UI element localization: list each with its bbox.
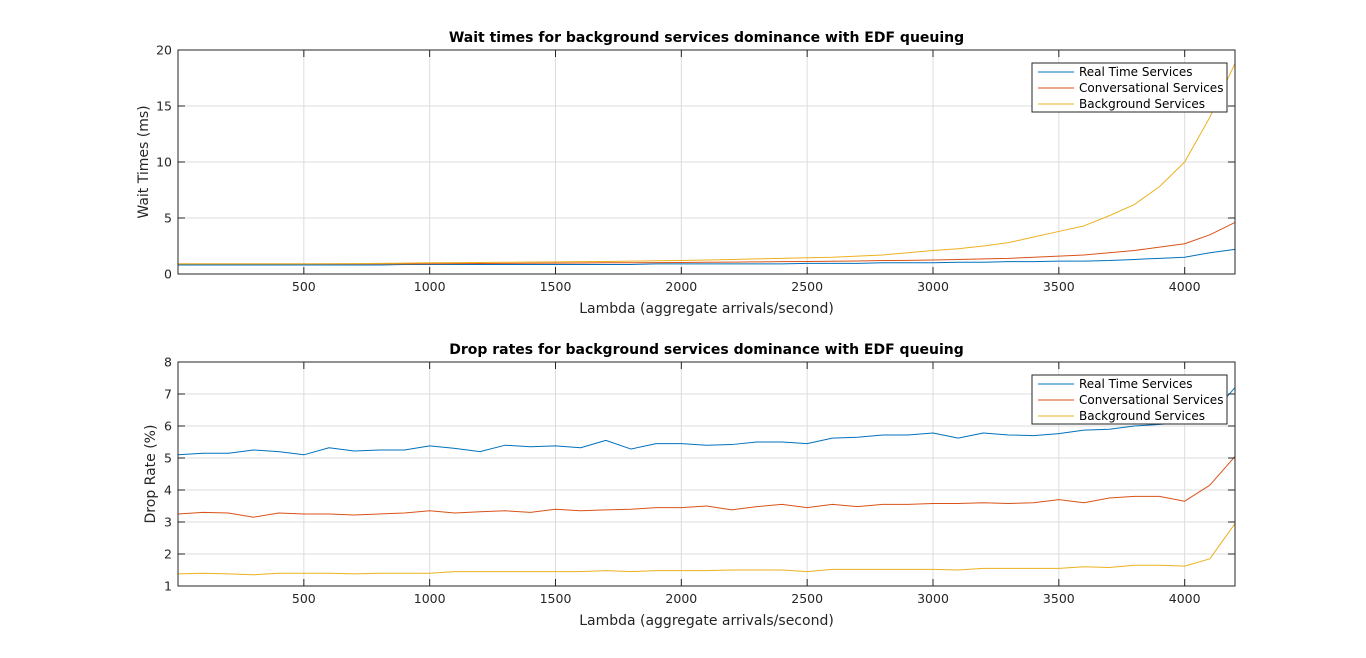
wait-times-title: Wait times for background services domin… [449,30,964,46]
drop-rates-legend-label-background: Background Services [1079,409,1205,423]
wait-times-ticks: 500 1000 1500 2000 2500 3000 3500 4000 0 5 10 15 20 [156,43,1235,294]
drop-rates-legend: Real Time Services Conversational Servic… [1031,374,1228,425]
wait-times-legend-label-real-time: Real Time Services [1079,65,1192,79]
wait-times-legend-label-conversational: Conversational Services [1079,81,1223,95]
wait-times-ytick-label-20: 20 [156,43,172,58]
drop-rates-xtick-label-3500: 3500 [1043,591,1075,606]
wait-times-ytick-label-5: 5 [164,211,172,226]
drop-rates-ytick-label-1: 1 [164,579,172,594]
drop-rates-xtick-label-4000: 4000 [1169,591,1201,606]
drop-rates-legend-label-real-time: Real Time Services [1079,377,1192,391]
drop-rates-xlabel: Lambda (aggregate arrivals/second) [579,613,834,629]
wait-times-ytick-label-15: 15 [156,99,172,114]
drop-rates-xtick-label-2000: 2000 [665,591,697,606]
drop-rates-ytick-label-6: 6 [164,419,172,434]
drop-rates-ytick-label-4: 4 [164,483,172,498]
drop-rates-title: Drop rates for background services domin… [449,342,964,358]
wait-times-series-real-time-services [178,248,1236,266]
drop-rates-legend-label-conversational: Conversational Services [1079,393,1223,407]
drop-rates-xtick-label-2500: 2500 [791,591,823,606]
drop-rates-chart: 500 1000 1500 2000 2500 3000 3500 400012345678 … [143,342,1236,629]
drop-rates-series-conversational-services [177,456,1236,518]
drop-rates-series-background-services [177,523,1236,576]
wait-times-xtick-label-2000: 2000 [665,279,697,294]
drop-rates-ytick-label-5: 5 [164,451,172,466]
wait-times-series [178,63,1236,266]
wait-times-legend-label-background: Background Services [1079,97,1205,111]
wait-times-ylabel: Wait Times (ms) [136,105,152,218]
wait-times-chart: 500 1000 1500 2000 2500 3000 3500 400005101520 … [136,30,1236,317]
drop-rates-xtick-label-500: 500 [292,591,316,606]
wait-times-xtick-label-2500: 2500 [791,279,823,294]
wait-times-xtick-label-3000: 3000 [917,279,949,294]
drop-rates-ytick-label-3: 3 [164,515,172,530]
drop-rates-ytick-label-7: 7 [164,387,172,402]
drop-rates-xtick-label-3000: 3000 [917,591,949,606]
drop-rates-ylabel: Drop Rate (%) [143,425,159,524]
wait-times-xlabel: Lambda (aggregate arrivals/second) [579,301,834,317]
drop-rates-xtick-label-1000: 1000 [414,591,446,606]
drop-rates-xtick-label-1500: 1500 [540,591,572,606]
wait-times-ytick-label-0: 0 [164,267,172,282]
wait-times-ytick-label-10: 10 [156,155,172,170]
wait-times-xtick-label-4000: 4000 [1169,279,1201,294]
wait-times-xtick-label-1000: 1000 [414,279,446,294]
drop-rates-series-real-time-services [177,387,1236,456]
wait-times-series-background-services [178,63,1236,265]
drop-rates-ytick-label-2: 2 [164,547,172,562]
drop-rates-series [177,387,1236,576]
drop-rates-axes-box [177,361,1236,587]
drop-rates-ytick-label-8: 8 [164,355,172,370]
wait-times-xtick-label-500: 500 [292,279,316,294]
wait-times-xtick-label-1500: 1500 [540,279,572,294]
drop-rates-ticks: 500 1000 1500 2000 2500 3000 3500 4000 1 2 3 4 5 6 7 8 [164,355,1235,606]
wait-times-legend: Real Time Services Conversational Servic… [1031,62,1228,113]
wait-times-xtick-label-3500: 3500 [1043,279,1075,294]
